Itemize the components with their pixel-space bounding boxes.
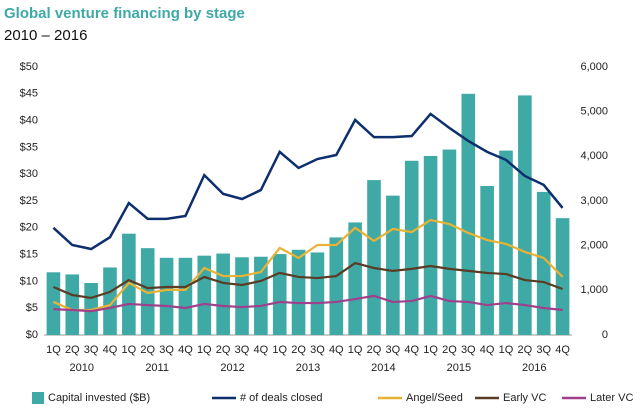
bar	[159, 257, 174, 335]
x-tick-label: 1Q	[499, 344, 514, 356]
legend-label: Early VC	[503, 392, 546, 404]
bar	[518, 95, 532, 336]
bar	[329, 237, 344, 335]
legend-label: # of deals closed	[240, 392, 323, 404]
bar	[404, 160, 419, 335]
x-tick-label: 4Q	[404, 344, 419, 356]
y-tick-label: $10	[20, 275, 38, 287]
y2-tick-label: 5,000	[580, 106, 608, 118]
x-tick-label: 1Q	[348, 344, 363, 356]
bar	[423, 155, 438, 335]
x-tick-label: 3Q	[461, 344, 476, 356]
x-tick-label: 2Q	[65, 344, 80, 356]
x-tick-label: 1Q	[272, 344, 287, 356]
bar	[348, 222, 362, 335]
legend-label: Later VC	[590, 392, 633, 404]
y-tick-label: $30	[20, 168, 38, 180]
x-tick-label: 4Q	[555, 344, 570, 356]
x-tick-label: 2Q	[291, 344, 306, 356]
x-tick-label: 3Q	[84, 344, 99, 356]
y2-tick-label: 1,000	[580, 284, 608, 296]
y-tick-label: $25	[20, 195, 38, 207]
series-line	[52, 112, 564, 251]
bar	[140, 248, 155, 335]
bar	[291, 249, 306, 335]
x-tick-label: 3Q	[310, 344, 325, 356]
year-label: 2014	[371, 362, 395, 374]
x-tick-label: 3Q	[159, 344, 174, 356]
legend-label: Angel/Seed	[406, 392, 463, 404]
x-tick-label: 4Q	[103, 344, 118, 356]
x-tick-label: 1Q	[423, 344, 438, 356]
y2-tick-label: 2,000	[580, 240, 608, 252]
y2-tick-label: 0	[602, 329, 608, 341]
year-label: 2011	[145, 362, 169, 374]
y-tick-label: $5	[26, 302, 38, 314]
bar	[103, 267, 117, 335]
y-tick-label: $20	[20, 222, 38, 234]
bar	[367, 180, 381, 335]
bar	[310, 252, 325, 335]
y-tick-label: $15	[20, 249, 38, 261]
bar	[216, 253, 230, 335]
bar	[272, 254, 287, 335]
x-tick-label: 2Q	[442, 344, 457, 356]
x-tick-label: 4Q	[254, 344, 269, 356]
x-tick-label: 2Q	[518, 344, 533, 356]
y-tick-label: $0	[26, 329, 38, 341]
y-tick-label: $35	[20, 141, 38, 153]
x-tick-label: 3Q	[235, 344, 250, 356]
bar	[178, 257, 193, 335]
year-label: 2012	[220, 362, 244, 374]
chart-subtitle: 2010 – 2016	[4, 27, 87, 44]
bar	[461, 93, 476, 335]
bar	[254, 256, 268, 335]
y2-tick-label: 6,000	[580, 61, 608, 73]
bar	[386, 195, 400, 335]
year-label: 2010	[69, 362, 93, 374]
legend-swatch	[32, 392, 44, 404]
x-tick-label: 3Q	[536, 344, 551, 356]
bar	[480, 185, 494, 335]
x-tick-label: 1Q	[197, 344, 212, 356]
y-tick-label: $40	[20, 115, 38, 127]
y2-tick-label: 3,000	[580, 195, 608, 207]
chart-title: Global venture financing by stage	[4, 5, 245, 22]
bar	[65, 274, 80, 335]
y-tick-label: $50	[20, 61, 38, 73]
bar	[442, 149, 457, 335]
series-line	[52, 261, 563, 300]
year-label: 2015	[447, 362, 471, 374]
y2-tick-label: 4,000	[580, 150, 608, 162]
x-tick-label: 4Q	[329, 344, 344, 356]
x-tick-label: 3Q	[386, 344, 401, 356]
x-tick-label: 4Q	[480, 344, 495, 356]
x-tick-label: 2Q	[216, 344, 231, 356]
x-tick-label: 2Q	[140, 344, 155, 356]
series-line	[52, 218, 564, 312]
bar	[536, 191, 551, 335]
legend-label: Capital invested ($B)	[48, 392, 150, 404]
x-tick-label: 1Q	[122, 344, 137, 356]
bar	[235, 257, 249, 335]
year-label: 2013	[296, 362, 320, 374]
bar	[197, 255, 212, 335]
x-tick-label: 1Q	[46, 344, 61, 356]
x-tick-label: 4Q	[178, 344, 193, 356]
series-line	[53, 294, 563, 313]
year-label: 2016	[522, 362, 546, 374]
y-tick-label: $45	[20, 88, 38, 100]
x-tick-label: 2Q	[367, 344, 382, 356]
